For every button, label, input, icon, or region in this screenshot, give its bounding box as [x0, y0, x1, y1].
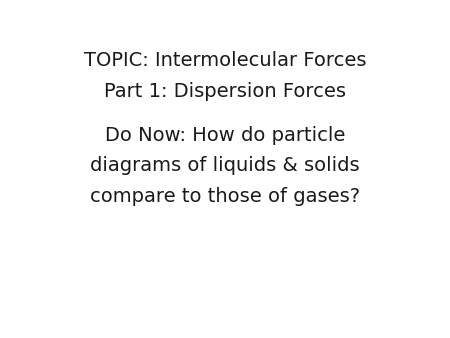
Text: Do Now: How do particle: Do Now: How do particle — [105, 126, 345, 145]
Text: compare to those of gases?: compare to those of gases? — [90, 187, 360, 206]
Text: TOPIC: Intermolecular Forces: TOPIC: Intermolecular Forces — [84, 51, 366, 70]
Text: Part 1: Dispersion Forces: Part 1: Dispersion Forces — [104, 82, 346, 101]
Text: diagrams of liquids & solids: diagrams of liquids & solids — [90, 156, 360, 175]
